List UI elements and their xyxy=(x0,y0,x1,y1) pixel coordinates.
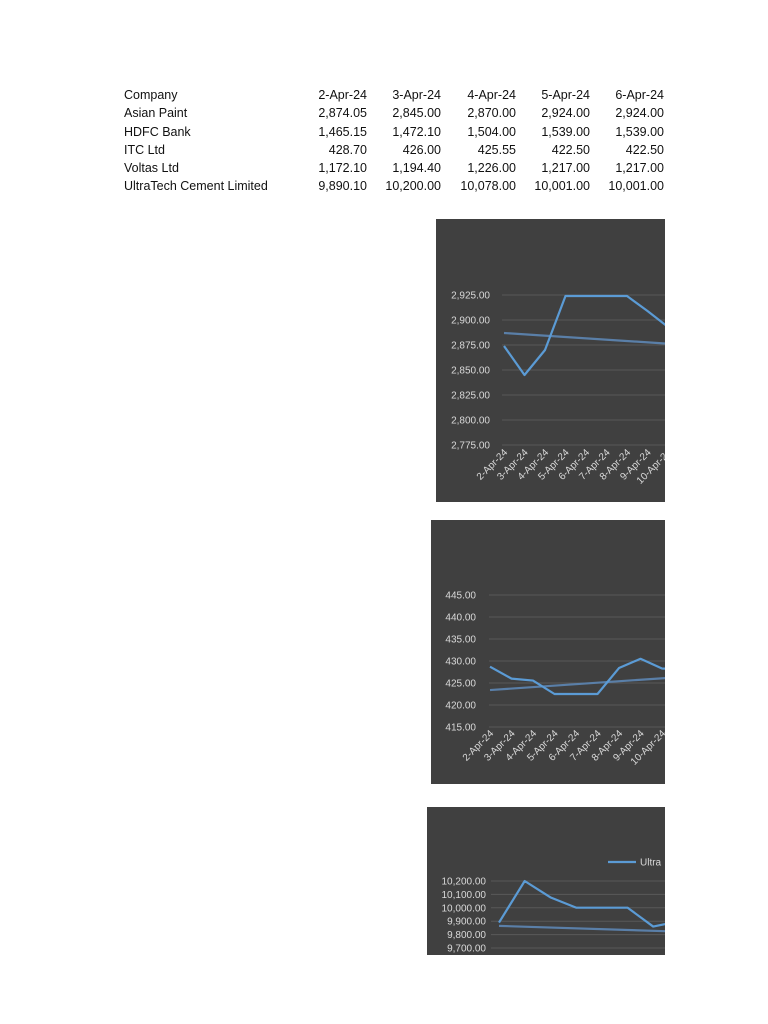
price-cell: 2,874.05 xyxy=(318,106,367,121)
table-header-cell: 3-Apr-24 xyxy=(392,88,441,102)
y-tick-label: 2,800.00 xyxy=(451,416,490,427)
y-tick-label: 2,775.00 xyxy=(451,441,490,452)
price-cell: 2,924.00 xyxy=(541,106,590,121)
trendline xyxy=(498,924,665,933)
company-name-cell: Asian Paint xyxy=(124,106,188,121)
price-cell: 1,217.00 xyxy=(615,161,664,176)
price-cell: 10,001.00 xyxy=(608,179,664,194)
chart-itc-ltd: 415.00 420.00 425.00 430.00 435.00 440.00 445.… xyxy=(431,520,665,784)
price-cell: 2,845.00 xyxy=(392,106,441,121)
table-row: Voltas Ltd 1,172.10 1,194.40 1,226.00 1,217.… xyxy=(124,161,664,179)
company-name-cell: Voltas Ltd xyxy=(124,161,179,176)
company-name-cell: ITC Ltd xyxy=(124,142,165,157)
price-cell: 426.00 xyxy=(402,142,441,157)
series-line xyxy=(498,879,665,928)
stock-price-table: Company 2-Apr-24 3-Apr-24 4-Apr-24 5-Apr-24 6… xyxy=(124,88,664,198)
price-cell: 9,890.10 xyxy=(318,179,367,194)
price-cell: 425.55 xyxy=(477,142,516,157)
price-cell: 422.50 xyxy=(625,142,664,157)
legend-label: Ultra xyxy=(640,858,662,869)
table-row: Asian Paint 2,874.05 2,845.00 2,870.00 2,924… xyxy=(124,106,664,124)
price-cell: 1,539.00 xyxy=(541,124,590,139)
price-cell: 2,924.00 xyxy=(615,106,664,121)
price-cell: 1,504.00 xyxy=(467,124,516,139)
table-header-cell: 2-Apr-24 xyxy=(318,88,367,102)
chart-ultratech: 9,700.00 9,800.00 9,900.00 10,000.00 10,100.… xyxy=(427,807,665,955)
y-tick-label: 430.00 xyxy=(445,657,476,668)
table-header-cell: 4-Apr-24 xyxy=(467,88,516,102)
y-tick-label: 10,100.00 xyxy=(442,890,487,901)
y-tick-label: 425.00 xyxy=(445,679,476,690)
price-cell: 1,465.15 xyxy=(318,124,367,139)
price-cell: 10,200.00 xyxy=(385,179,441,194)
table-header-cell: 5-Apr-24 xyxy=(541,88,590,102)
trendline xyxy=(503,331,665,345)
y-tick-label: 2,825.00 xyxy=(451,391,490,402)
price-cell: 1,194.40 xyxy=(392,161,441,176)
table-header-row: Company 2-Apr-24 3-Apr-24 4-Apr-24 5-Apr-24 6… xyxy=(124,88,664,106)
table-row: ITC Ltd 428.70 426.00 425.55 422.50 422.50 xyxy=(124,143,664,161)
y-tick-label: 9,700.00 xyxy=(447,944,486,955)
y-tick-label: 9,900.00 xyxy=(447,917,486,928)
price-cell: 428.70 xyxy=(328,142,367,157)
table-row: UltraTech Cement Limited 9,890.10 10,200.0… xyxy=(124,179,664,197)
price-cell: 2,870.00 xyxy=(467,106,516,121)
trendline xyxy=(489,676,665,692)
price-cell: 1,226.00 xyxy=(467,161,516,176)
y-tick-label: 2,875.00 xyxy=(451,341,490,352)
y-tick-label: 440.00 xyxy=(445,613,476,624)
company-name-cell: UltraTech Cement Limited xyxy=(124,179,268,194)
table-header-cell: Company xyxy=(124,88,178,102)
y-tick-label: 9,800.00 xyxy=(447,930,486,941)
chart-asian-paint: 2,775.00 2,800.00 2,825.00 2,850.00 2,875.00… xyxy=(436,219,665,502)
y-tick-label: 420.00 xyxy=(445,701,476,712)
table-header-cell: 6-Apr-24 xyxy=(615,88,664,102)
price-cell: 1,472.10 xyxy=(392,124,441,139)
price-cell: 10,001.00 xyxy=(534,179,590,194)
price-cell: 1,217.00 xyxy=(541,161,590,176)
y-tick-label: 10,200.00 xyxy=(442,877,487,888)
table-row: HDFC Bank 1,465.15 1,472.10 1,504.00 1,539.0… xyxy=(124,125,664,143)
y-tick-label: 2,925.00 xyxy=(451,291,490,302)
y-tick-label: 445.00 xyxy=(445,591,476,602)
price-cell: 1,172.10 xyxy=(318,161,367,176)
price-cell: 1,539.00 xyxy=(615,124,664,139)
price-cell: 422.50 xyxy=(551,142,590,157)
y-tick-label: 10,000.00 xyxy=(442,903,487,914)
y-tick-label: 2,900.00 xyxy=(451,316,490,327)
company-name-cell: HDFC Bank xyxy=(124,124,191,139)
price-cell: 10,078.00 xyxy=(460,179,516,194)
y-tick-label: 415.00 xyxy=(445,723,476,734)
y-tick-label: 435.00 xyxy=(445,635,476,646)
series-line xyxy=(503,294,665,377)
series-line xyxy=(489,657,665,696)
y-tick-label: 2,850.00 xyxy=(451,366,490,377)
